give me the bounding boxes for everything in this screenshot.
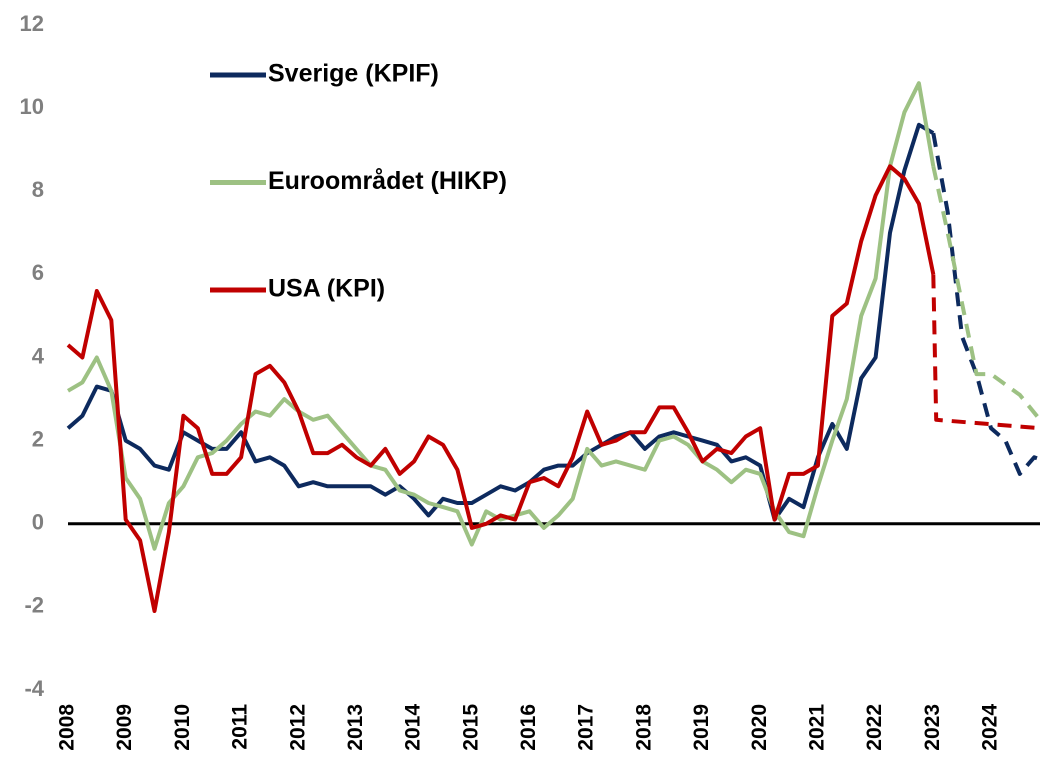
forecast-line	[931, 274, 1041, 431]
series-line	[66, 122, 935, 522]
y-tick-label: 8	[32, 177, 44, 202]
x-tick-label: 2008	[56, 704, 79, 751]
y-tick-label: -2	[24, 593, 44, 618]
x-tick-label: 2020	[748, 704, 771, 751]
x-tick-label: 2023	[921, 704, 944, 751]
forecast-line	[931, 165, 1041, 422]
series-line	[66, 164, 936, 613]
legend-label: Euroområdet (HIKP)	[268, 167, 507, 195]
x-tick-label: 2010	[171, 704, 194, 751]
x-tick-label: 2014	[402, 704, 425, 751]
x-tick-label: 2018	[632, 704, 655, 751]
y-tick-label: 2	[32, 426, 44, 451]
x-tick-label: 2017	[575, 704, 598, 751]
legend-label: Sverige (KPIF)	[268, 60, 439, 88]
x-tick-label: 2015	[459, 704, 482, 751]
forecast-line	[931, 132, 1041, 476]
y-tick-label: 10	[20, 94, 44, 119]
series-line	[66, 81, 936, 551]
y-tick-label: -4	[24, 676, 44, 701]
y-tick-label: 6	[32, 260, 44, 285]
y-tick-label: 4	[32, 343, 45, 368]
x-tick-label: 2013	[344, 704, 367, 751]
x-tick-label: 2021	[805, 704, 828, 751]
x-tick-label: 2022	[863, 704, 886, 751]
x-tick-label: 2012	[286, 704, 309, 751]
x-tick-label: 2016	[517, 704, 540, 751]
y-tick-label: 0	[32, 510, 44, 535]
y-tick-label: 12	[20, 11, 44, 36]
x-tick-label: 2009	[113, 704, 136, 751]
x-tick-label: 2024	[979, 704, 1002, 751]
x-tick-label: 2019	[690, 704, 713, 751]
x-tick-label: 2011	[229, 704, 252, 750]
legend-label: USA (KPI)	[268, 275, 385, 303]
